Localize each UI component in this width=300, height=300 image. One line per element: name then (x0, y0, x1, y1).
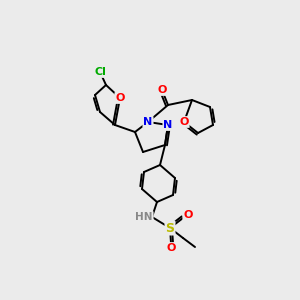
Text: N: N (143, 117, 153, 127)
Text: O: O (183, 210, 193, 220)
Text: O: O (166, 243, 176, 253)
Text: Cl: Cl (94, 67, 106, 77)
Text: S: S (166, 221, 175, 235)
Text: HN: HN (135, 212, 153, 222)
Text: N: N (164, 120, 172, 130)
Text: O: O (179, 117, 189, 127)
Text: O: O (157, 85, 167, 95)
Text: O: O (115, 93, 125, 103)
